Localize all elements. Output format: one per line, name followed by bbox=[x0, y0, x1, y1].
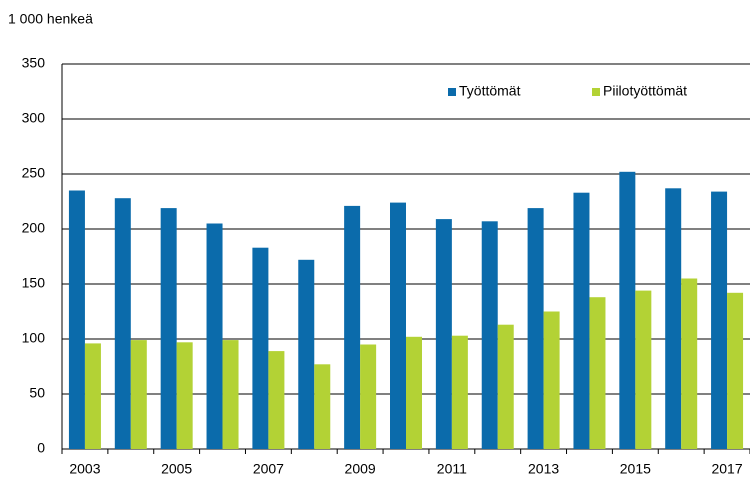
y-tick-label: 200 bbox=[22, 220, 46, 236]
bar bbox=[681, 278, 698, 449]
bar bbox=[711, 191, 728, 449]
bar bbox=[589, 297, 606, 449]
y-tick-label: 350 bbox=[22, 55, 46, 71]
y-tick-label: 150 bbox=[22, 275, 46, 291]
y-tick-label: 0 bbox=[37, 440, 45, 456]
bar bbox=[665, 188, 682, 450]
bar bbox=[727, 292, 744, 449]
bar bbox=[222, 340, 239, 449]
bar bbox=[268, 351, 285, 449]
chart-title: 1 000 henkeä bbox=[8, 11, 93, 27]
x-tick-label: 2007 bbox=[253, 461, 284, 477]
x-tick-label: 2013 bbox=[528, 461, 559, 477]
bar bbox=[451, 335, 468, 449]
bar bbox=[435, 219, 452, 449]
bar bbox=[160, 208, 177, 449]
y-tick-label: 300 bbox=[22, 110, 46, 126]
y-tick-label: 250 bbox=[22, 165, 46, 181]
x-tick-label: 2009 bbox=[345, 461, 376, 477]
x-tick-label: 2005 bbox=[161, 461, 192, 477]
x-tick-label: 2017 bbox=[711, 461, 742, 477]
x-tick-label: 2011 bbox=[437, 461, 467, 477]
bar bbox=[344, 205, 361, 449]
bar bbox=[314, 364, 331, 449]
bar bbox=[573, 192, 590, 449]
legend-label: Piilotyöttömät bbox=[603, 83, 687, 99]
bar bbox=[298, 259, 315, 449]
bar bbox=[527, 208, 544, 449]
x-tick-label: 2003 bbox=[69, 461, 100, 477]
bar bbox=[481, 221, 498, 449]
bar bbox=[406, 336, 422, 449]
bar bbox=[497, 324, 514, 449]
bar bbox=[176, 342, 193, 449]
x-tick-label: 2015 bbox=[620, 461, 651, 477]
bar bbox=[360, 344, 377, 449]
legend-swatch bbox=[448, 88, 456, 96]
bar bbox=[68, 190, 85, 449]
y-tick-label: 50 bbox=[29, 385, 45, 401]
y-tick-label: 100 bbox=[22, 330, 46, 346]
bar bbox=[635, 290, 652, 449]
bar bbox=[252, 247, 269, 449]
bar bbox=[206, 223, 223, 449]
bar bbox=[619, 171, 636, 450]
bar bbox=[84, 343, 101, 449]
legend-swatch bbox=[592, 88, 600, 96]
bar bbox=[114, 198, 131, 449]
bar bbox=[543, 311, 560, 449]
bar bbox=[390, 202, 406, 449]
legend-label: Työttömät bbox=[459, 83, 521, 99]
bar bbox=[130, 340, 147, 449]
